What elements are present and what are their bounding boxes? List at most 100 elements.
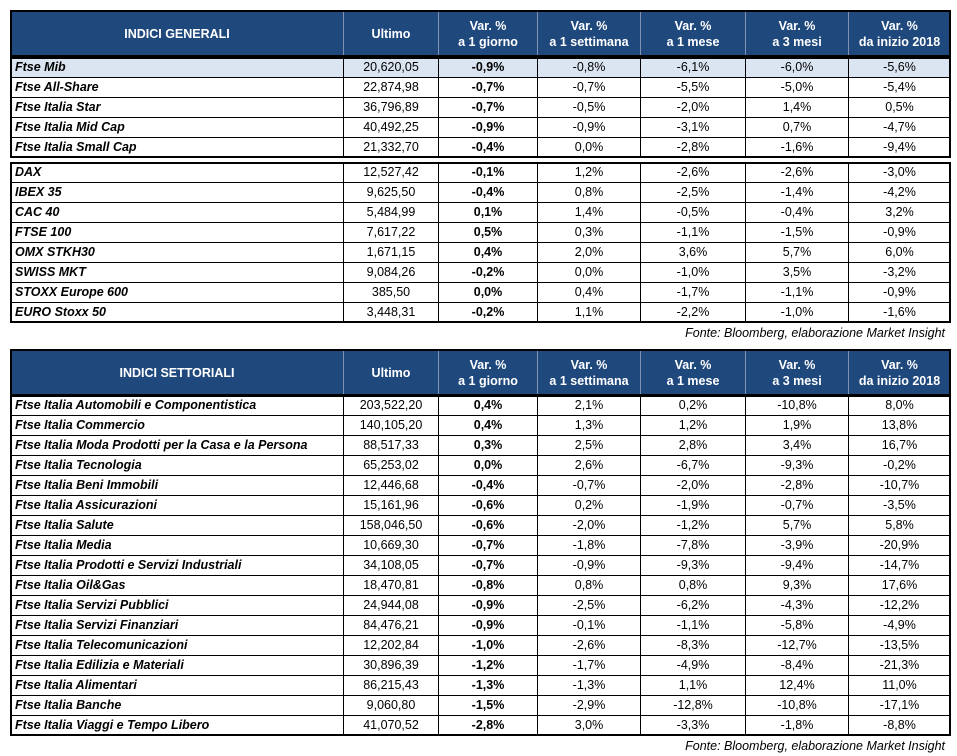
header-text: Var. % [881,357,918,372]
cell: 0,2% [537,495,641,516]
cell: 22,874,98 [343,77,439,98]
row-label: Ftse Italia Edilizia e Materiali [10,655,344,676]
cell: -0,2% [438,262,538,283]
cell: -9,4% [848,137,951,158]
cell: -10,7% [848,475,951,496]
cell: 1,4% [537,202,641,223]
cell: -5,5% [640,77,746,98]
cell: -0,7% [438,535,538,556]
header-text: Var. % [570,357,608,372]
cell: 16,7% [848,435,951,456]
cell: -2,2% [640,302,746,323]
cell: -1,2% [640,515,746,536]
cell: -10,8% [745,695,849,716]
cell: 0,3% [438,435,538,456]
cell: 84,476,21 [343,615,439,636]
cell: -1,7% [640,282,746,303]
cell: -0,6% [438,495,538,516]
cell: 5,7% [745,515,849,536]
cell: -0,7% [438,77,538,98]
header-text: da inizio 2018 [858,373,941,388]
cell: -0,8% [537,57,641,78]
row-label: Ftse Italia Oil&Gas [10,575,344,596]
cell: 24,944,08 [343,595,439,616]
row-label: Ftse Italia Mid Cap [10,117,344,138]
cell: 2,1% [537,395,641,416]
cell: -0,4% [438,182,538,203]
cell: 5,484,99 [343,202,439,223]
cell: 5,8% [848,515,951,536]
cell: 9,084,26 [343,262,439,283]
header-cell: Var. % a 3 mesi [745,10,849,57]
cell: 3,448,31 [343,302,439,323]
cell: -3,0% [848,162,951,183]
header-cell: Var. % da inizio 2018 [848,10,951,57]
cell: -1,4% [745,182,849,203]
cell: -0,9% [438,117,538,138]
row-label: OMX STKH30 [10,242,344,263]
cell: 0,0% [438,455,538,476]
cell: 0,4% [537,282,641,303]
row-label: Ftse Italia Prodotti e Servizi Industria… [10,555,344,576]
cell: -3,9% [745,535,849,556]
cell: 0,7% [745,117,849,138]
cell: 3,0% [537,715,641,736]
cell: 11,0% [848,675,951,696]
cell: -2,8% [438,715,538,736]
header-text: Ultimo [371,26,411,41]
cell: 86,215,43 [343,675,439,696]
cell: -1,0% [745,302,849,323]
cell: -1,8% [745,715,849,736]
cell: -1,5% [438,695,538,716]
cell: 2,5% [537,435,641,456]
cell: 1,1% [537,302,641,323]
row-label: Ftse Italia Beni Immobili [10,475,344,496]
cell: 2,0% [537,242,641,263]
source-note: Fonte: Bloomberg, elaborazione Market In… [685,326,945,340]
cell: -8,8% [848,715,951,736]
cell: -0,7% [745,495,849,516]
cell: -0,9% [438,595,538,616]
cell: -1,1% [640,615,746,636]
cell: -20,9% [848,535,951,556]
row-label: Ftse Italia Small Cap [10,137,344,158]
cell: 0,0% [537,262,641,283]
row-label: Ftse Italia Moda Prodotti per la Casa e … [10,435,344,456]
cell: -1,2% [438,655,538,676]
cell: -5,6% [848,57,951,78]
cell: -0,5% [537,97,641,118]
header-text: Var. % [778,18,816,33]
cell: 3,4% [745,435,849,456]
header-cell: INDICI GENERALI [10,10,344,57]
cell: -2,9% [537,695,641,716]
cell: 12,202,84 [343,635,439,656]
cell: 0,8% [537,182,641,203]
cell: -1,6% [745,137,849,158]
cell: -2,6% [537,635,641,656]
cell: -5,8% [745,615,849,636]
cell: -4,3% [745,595,849,616]
cell: -10,8% [745,395,849,416]
cell: -1,1% [640,222,746,243]
cell: -0,7% [537,475,641,496]
header-text: INDICI GENERALI [124,26,230,41]
cell: -0,8% [438,575,538,596]
cell: 6,0% [848,242,951,263]
cell: 1,1% [640,675,746,696]
header-text: a 1 settimana [549,34,629,49]
header-cell: Var. % a 1 mese [640,10,746,57]
cell: -5,0% [745,77,849,98]
cell: -17,1% [848,695,951,716]
header-text: Var. % [469,18,507,33]
header-cell: Ultimo [343,349,439,396]
header-text: Var. % [570,18,608,33]
cell: -0,2% [438,302,538,323]
cell: -7,8% [640,535,746,556]
cell: 41,070,52 [343,715,439,736]
cell: 0,1% [438,202,538,223]
header-text: a 1 giorno [458,373,518,388]
header-cell: Var. % a 1 giorno [438,349,538,396]
cell: 30,896,39 [343,655,439,676]
header-cell: Var. % a 3 mesi [745,349,849,396]
cell: 1,9% [745,415,849,436]
